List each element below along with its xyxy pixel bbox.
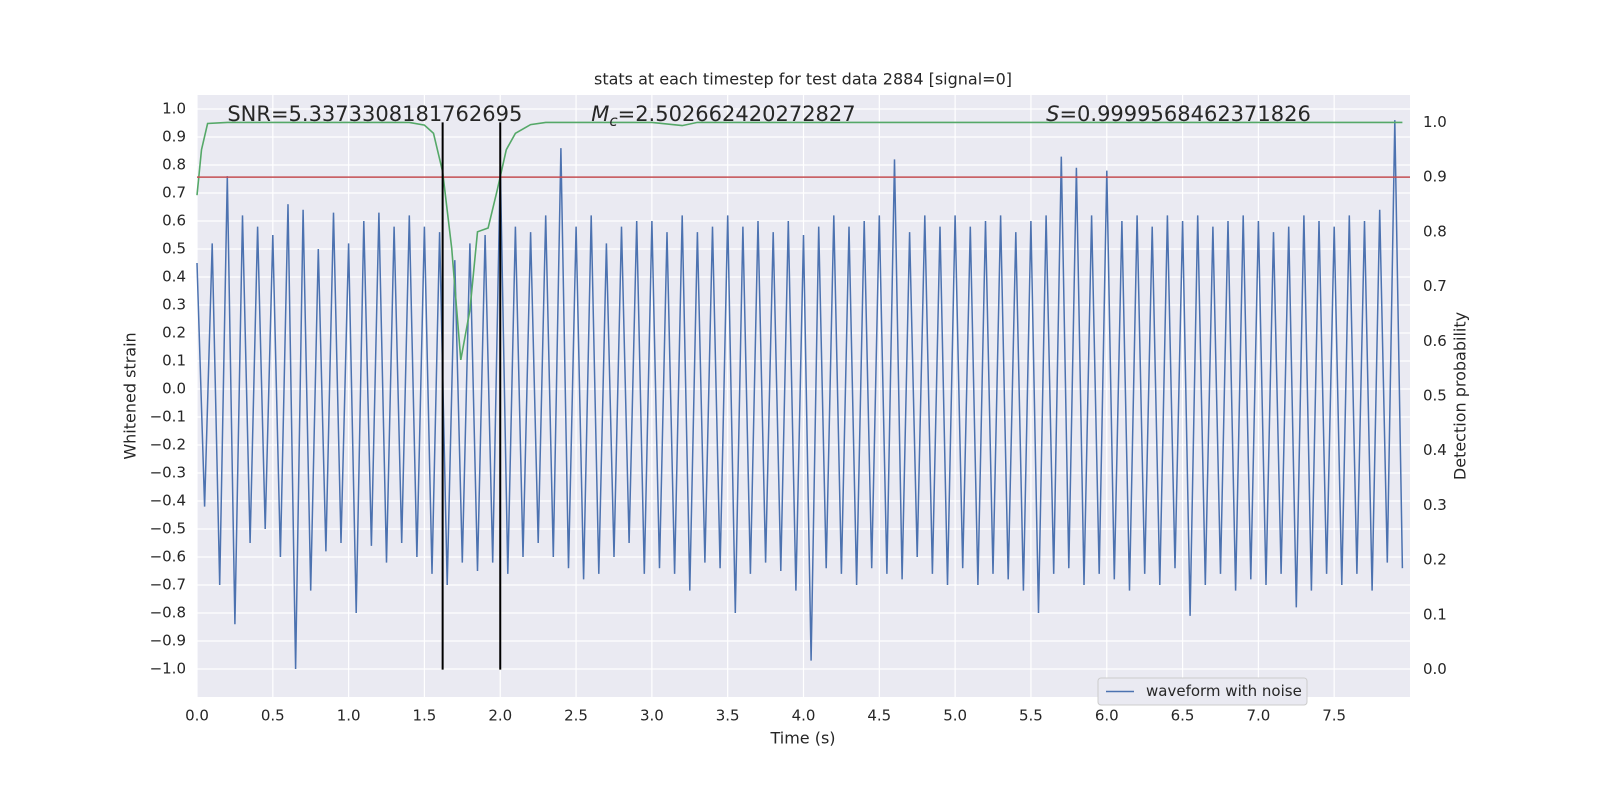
y-tick-label: 0.2 xyxy=(162,324,186,342)
x-tick-label: 7.5 xyxy=(1322,707,1346,725)
y2-tick-label: 0.2 xyxy=(1423,551,1447,569)
annotation: SNR=5.3373308181762695 xyxy=(227,102,522,126)
annotation-subscript: c xyxy=(609,112,618,130)
annotation: S=0.9999568462371826 xyxy=(1046,102,1311,126)
y2-tick-label: 0.8 xyxy=(1423,222,1447,240)
y2-axis-label: Detection probability xyxy=(1451,312,1470,480)
y2-tick-label: 1.0 xyxy=(1423,113,1447,131)
annotation-text: =2.502662420272827 xyxy=(618,102,856,126)
legend-box xyxy=(1097,677,1308,706)
x-tick-label: 1.0 xyxy=(337,707,361,725)
y2-tick-label: 0.3 xyxy=(1423,496,1447,514)
x-axis-label: Time (s) xyxy=(769,729,835,748)
y2-tick-label: 0.4 xyxy=(1423,441,1447,459)
legend: waveform with noise xyxy=(1097,677,1308,706)
y-tick-label: −0.2 xyxy=(150,436,186,454)
legend-label: waveform with noise xyxy=(1146,682,1302,700)
y-tick-label: −0.7 xyxy=(150,576,186,594)
x-tick-label: 0.0 xyxy=(185,707,209,725)
x-tick-label: 0.5 xyxy=(261,707,285,725)
x-tick-label: 2.5 xyxy=(564,707,588,725)
y2-tick-label: 0.9 xyxy=(1423,168,1447,186)
y-tick-label: 0.8 xyxy=(162,156,186,174)
y-tick-label: 0.0 xyxy=(162,380,186,398)
grid xyxy=(196,95,1410,697)
y-tick-label: 0.7 xyxy=(162,184,186,202)
x-tick-label: 2.0 xyxy=(488,707,512,725)
annotation-symbol: M xyxy=(591,102,609,126)
y-tick-label: −0.5 xyxy=(150,520,186,538)
chart-title: stats at each timestep for test data 288… xyxy=(594,70,1012,89)
x-tick-label: 3.0 xyxy=(640,707,664,725)
x-tick-label: 6.0 xyxy=(1095,707,1119,725)
y-tick-label: 0.5 xyxy=(162,240,186,258)
y-tick-label: 0.4 xyxy=(162,268,186,286)
y-tick-label: 0.9 xyxy=(162,128,186,146)
annotation-text: =0.9999568462371826 xyxy=(1059,102,1310,126)
annotation-text: SNR=5.3373308181762695 xyxy=(227,102,522,126)
annotation: Mc=2.502662420272827 xyxy=(591,102,855,130)
y2-tick-label: 0.6 xyxy=(1423,332,1447,350)
y-tick-label: 0.3 xyxy=(162,296,186,314)
y-tick-label: 0.6 xyxy=(162,212,186,230)
y-tick-label: −0.1 xyxy=(150,408,186,426)
annotation-symbol: S xyxy=(1046,102,1059,126)
y-tick-label: −0.9 xyxy=(150,632,186,650)
y-axis-label: Whitened strain xyxy=(121,332,140,459)
y-tick-label: −0.4 xyxy=(150,492,186,510)
y2-tick-label: 0.7 xyxy=(1423,277,1447,295)
y-tick-label: −0.6 xyxy=(150,548,186,566)
series-line xyxy=(196,120,1404,670)
series-line xyxy=(196,121,1403,361)
x-tick-label: 5.5 xyxy=(1019,707,1043,725)
x-tick-label: 4.0 xyxy=(792,707,816,725)
y-tick-label: −1.0 xyxy=(150,660,186,678)
x-tick-label: 4.5 xyxy=(867,707,891,725)
x-tick-label: 6.5 xyxy=(1171,707,1195,725)
y-tick-label: −0.3 xyxy=(150,464,186,482)
y2-tick-label: 0.1 xyxy=(1423,605,1447,623)
y2-tick-label: 0.0 xyxy=(1423,660,1447,678)
y-tick-label: 1.0 xyxy=(162,100,186,118)
y-tick-label: 0.1 xyxy=(162,352,186,370)
x-tick-label: 5.0 xyxy=(943,707,967,725)
x-tick-label: 1.5 xyxy=(413,707,437,725)
x-tick-label: 7.0 xyxy=(1246,707,1270,725)
y2-tick-label: 0.5 xyxy=(1423,387,1447,405)
y-tick-label: −0.8 xyxy=(150,604,186,622)
x-tick-label: 3.5 xyxy=(716,707,740,725)
